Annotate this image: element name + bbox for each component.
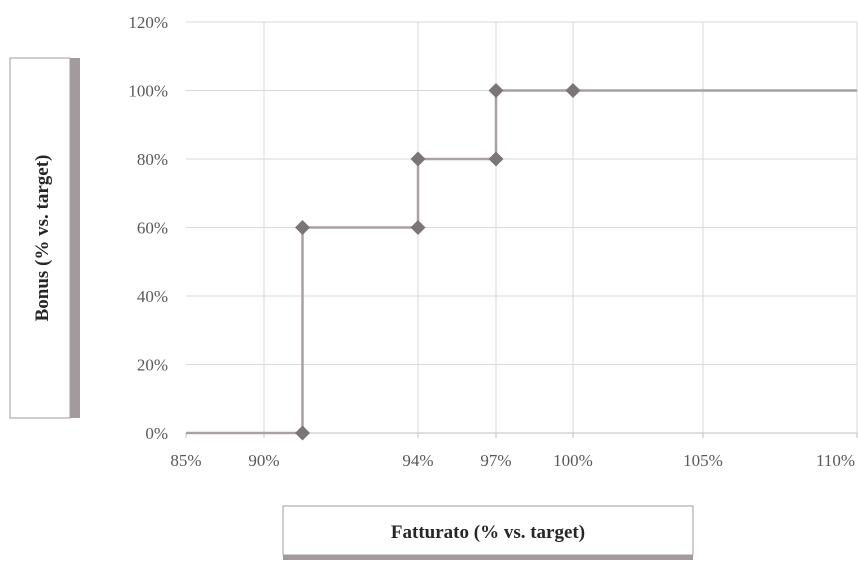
x-axis-ticks: 85% 90% 94% 97% 100% 105% 110% xyxy=(170,451,855,470)
x-tick-label: 105% xyxy=(683,451,723,470)
data-point-marker xyxy=(410,220,426,235)
x-tick-label: 100% xyxy=(553,451,593,470)
y-tick-label: 0% xyxy=(145,424,168,443)
y-tick-label: 60% xyxy=(137,219,168,238)
y-tick-label: 80% xyxy=(137,150,168,169)
series-step-line xyxy=(186,89,857,435)
data-point-marker xyxy=(410,151,426,167)
x-axis-title-box-frame xyxy=(282,505,694,556)
series-markers xyxy=(295,83,581,441)
x-tick-label: 97% xyxy=(480,451,511,470)
y-axis-title-box: Bonus (% vs. target) xyxy=(9,57,80,419)
y-tick-label: 40% xyxy=(137,287,168,306)
y-axis-ticks: 0% 20% 40% 60% 80% 100% 120% xyxy=(128,13,168,443)
data-point-marker xyxy=(488,83,504,98)
y-tick-label: 100% xyxy=(128,82,168,101)
data-point-marker xyxy=(488,151,504,167)
y-tick-label: 120% xyxy=(128,13,168,32)
data-point-marker xyxy=(565,83,581,98)
y-tick-label: 20% xyxy=(137,356,168,375)
data-point-marker xyxy=(295,425,310,441)
data-point-marker xyxy=(295,220,310,235)
y-axis-title-box-shadow xyxy=(68,58,80,418)
x-axis-title: Fatturato (% vs. target) xyxy=(391,522,585,543)
y-axis-title-box-frame xyxy=(9,57,71,419)
grid xyxy=(185,21,858,438)
x-tick-label: 90% xyxy=(248,451,279,470)
x-axis-title-box-shadow xyxy=(283,553,693,560)
x-tick-label: 85% xyxy=(170,451,201,470)
y-axis-title: Bonus (% vs. target) xyxy=(32,155,53,322)
x-tick-label: 94% xyxy=(402,451,433,470)
x-tick-label: 110% xyxy=(816,451,855,470)
x-axis-title-box: Fatturato (% vs. target) xyxy=(282,505,694,560)
series-line xyxy=(186,89,857,435)
